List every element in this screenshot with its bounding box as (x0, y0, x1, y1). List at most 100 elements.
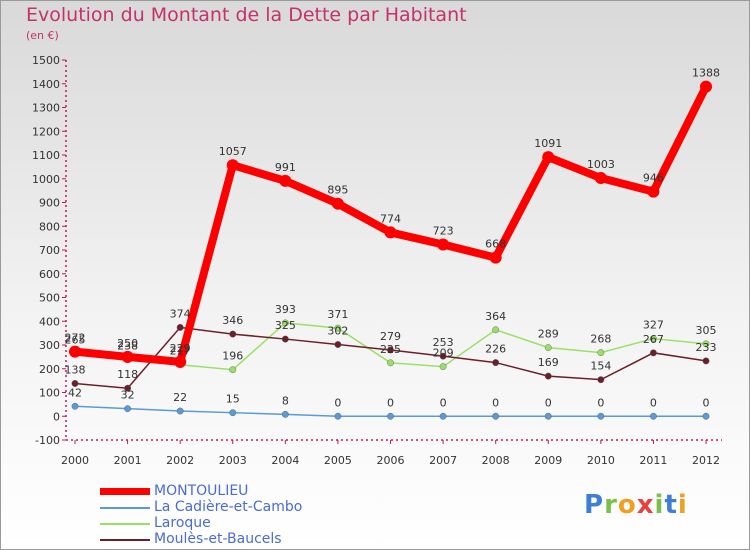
data-point (174, 355, 187, 368)
data-label: 723 (433, 225, 454, 238)
x-tick-label: 2006 (377, 454, 405, 467)
data-point (544, 344, 552, 352)
data-label: 346 (222, 314, 243, 327)
legend-label: Moulès-et-Baucels (154, 531, 282, 547)
data-label: 0 (387, 396, 394, 409)
logo-letter: i (677, 490, 688, 520)
data-label: 265 (65, 333, 86, 346)
data-point (492, 326, 500, 334)
data-point (702, 412, 710, 420)
data-point (71, 402, 79, 410)
data-label: 169 (538, 356, 559, 369)
y-tick-label: 100 (39, 387, 60, 400)
data-label: 0 (440, 396, 447, 409)
data-label: 253 (433, 336, 454, 349)
data-label: 118 (117, 368, 138, 381)
data-point (650, 335, 657, 342)
chart-unit-label: (en €) (26, 29, 59, 42)
data-point (702, 340, 710, 348)
data-point (229, 409, 237, 417)
data-point (702, 357, 710, 365)
data-label: 374 (170, 307, 191, 320)
y-tick-label: 1100 (32, 149, 60, 162)
x-tick-label: 2008 (482, 454, 510, 467)
data-point (489, 251, 502, 264)
data-label: 272 (65, 332, 86, 345)
data-point (384, 226, 397, 239)
data-label: 325 (275, 319, 296, 332)
data-label: 305 (696, 324, 717, 337)
legend-swatch (100, 507, 150, 509)
data-label: 225 (380, 343, 401, 356)
data-point (124, 405, 131, 413)
y-tick-label: 1500 (32, 54, 60, 67)
logo-letter: i (654, 490, 665, 520)
data-label: 0 (650, 396, 657, 409)
legend-item: Moulès-et-Baucels (100, 531, 360, 548)
legend-label: Laroque (154, 515, 211, 531)
data-label: 327 (643, 319, 664, 332)
data-label: 229 (170, 342, 191, 355)
chart-legend: MONTOULIEU La Cadière-et-Cambo Laroque Moul… (100, 483, 360, 548)
data-label: 154 (590, 360, 611, 373)
data-label: 946 (643, 172, 664, 185)
x-tick-label: 2012 (692, 454, 720, 467)
data-point (281, 335, 289, 343)
proxiti-logo: Proxiti (584, 490, 688, 520)
logo-letter: t (664, 490, 678, 520)
data-label: 289 (538, 328, 559, 341)
logo-letter: x (636, 490, 655, 520)
y-tick-label: 1000 (32, 173, 60, 186)
y-tick-label: 1200 (32, 125, 60, 138)
data-label: 138 (65, 363, 86, 376)
data-label: 1091 (534, 137, 562, 150)
chart-title: Evolution du Montant de la Dette par Hab… (26, 4, 467, 26)
data-label: 226 (485, 343, 506, 356)
data-point (437, 238, 450, 251)
data-label: 371 (327, 308, 348, 321)
data-label: 32 (121, 389, 135, 402)
legend-item: Laroque (100, 515, 360, 532)
data-label: 0 (492, 396, 499, 409)
data-point (597, 376, 605, 384)
legend-swatch (100, 523, 150, 525)
y-tick-label: 500 (39, 292, 60, 305)
data-label: 22 (173, 391, 187, 404)
data-point (176, 407, 184, 415)
data-label: 250 (117, 337, 138, 350)
data-label: 774 (380, 212, 401, 225)
data-point (124, 384, 131, 392)
y-tick-label: 800 (39, 220, 60, 233)
data-point (544, 372, 552, 380)
data-point (229, 330, 237, 338)
logo-letter: o (617, 490, 637, 520)
data-point (281, 319, 289, 327)
legend-label: La Cadière-et-Cambo (154, 499, 303, 515)
data-point (71, 380, 79, 387)
x-tick-label: 2002 (166, 454, 194, 467)
data-label: 8 (282, 394, 289, 407)
data-label: 1388 (692, 67, 720, 80)
x-tick-label: 2011 (639, 454, 667, 467)
x-tick-label: 2007 (429, 454, 457, 467)
data-point (176, 324, 184, 331)
data-point (542, 151, 555, 164)
data-label: 0 (334, 396, 341, 409)
data-point (439, 352, 447, 360)
logo-letter: r (604, 490, 618, 520)
data-label: 0 (597, 396, 604, 409)
legend-item: La Cadière-et-Cambo (100, 499, 360, 516)
data-point (650, 412, 657, 420)
data-label: 668 (485, 238, 506, 251)
data-label: 1003 (587, 158, 615, 171)
x-tick-label: 2003 (219, 454, 247, 467)
data-label: 196 (222, 350, 243, 363)
legend-swatch (100, 488, 150, 495)
y-tick-label: 200 (39, 363, 60, 376)
y-tick-label: 1400 (32, 78, 60, 91)
data-point (387, 412, 394, 420)
data-label: 233 (696, 341, 717, 354)
data-point (121, 350, 134, 363)
